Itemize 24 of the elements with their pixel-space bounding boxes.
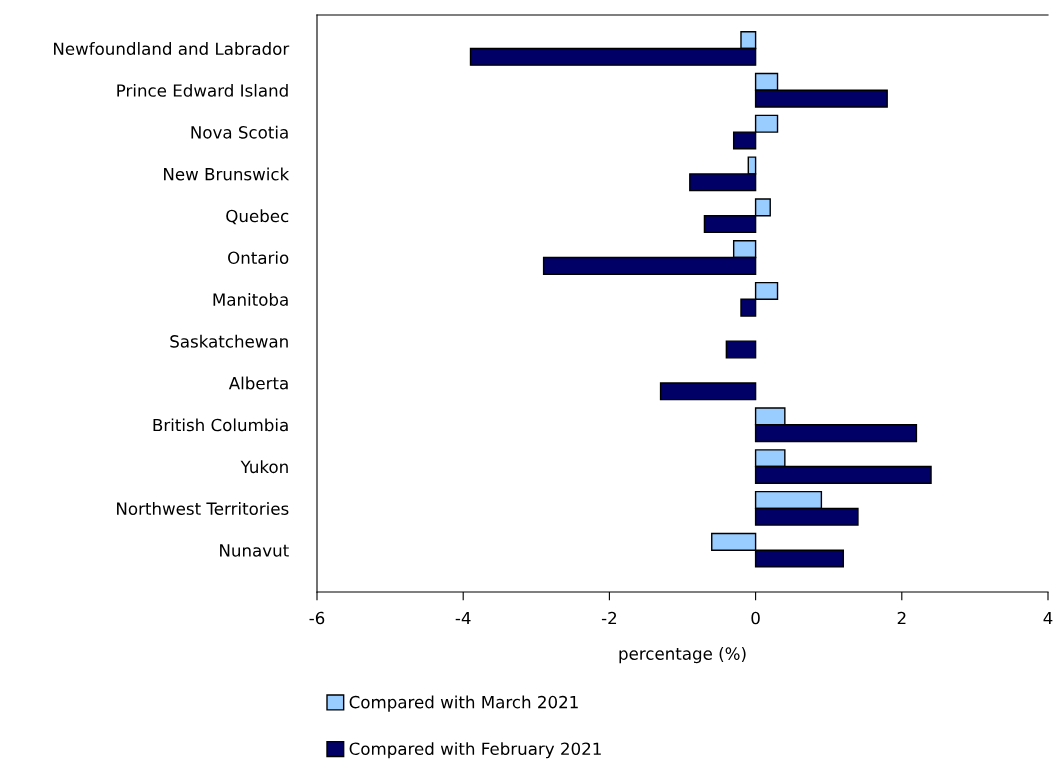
y-tick-label: British Columbia — [153, 418, 288, 432]
legend-label: Compared with March 2021 — [349, 695, 578, 712]
bar — [725, 340, 757, 359]
x-tick-label: 4 — [1043, 611, 1053, 625]
y-tick-label: Ontario — [228, 251, 289, 265]
y-tick-label: Northwest Territories — [117, 502, 289, 515]
x-tick-label: 2 — [897, 611, 906, 625]
y-tick-label: Yukon — [240, 460, 288, 474]
x-tick-label: -6 — [309, 611, 325, 625]
legend-label: Compared with February 2021 — [349, 742, 601, 759]
y-tick-label: Nunavut — [220, 544, 289, 557]
y-tick-label: Saskatchewan — [170, 334, 288, 348]
y-tick-label: Alberta — [228, 376, 288, 390]
x-tick-label: -4 — [455, 611, 471, 625]
bar — [659, 382, 757, 401]
x-tick-label: 0 — [751, 611, 760, 625]
x-tick-label: -2 — [601, 611, 617, 625]
y-tick-label: Prince Edward Island — [117, 83, 288, 97]
y-tick-label: New Brunswick — [164, 167, 290, 181]
y-tick-label: Manitoba — [213, 292, 288, 306]
y-tick-label: Quebec — [226, 209, 289, 225]
y-tick-label: Nova Scotia — [191, 125, 288, 139]
y-tick-label: Newfoundland and Labrador — [54, 42, 290, 56]
x-axis-title: percentage (%) — [619, 647, 746, 664]
